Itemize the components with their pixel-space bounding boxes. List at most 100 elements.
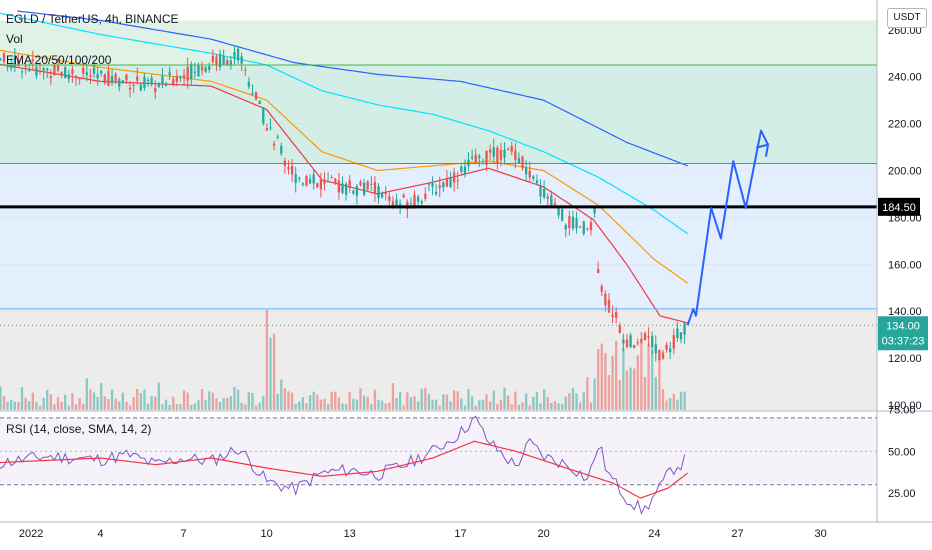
volume-bar [463,405,467,410]
volume-bar [2,396,6,410]
candle-body [208,66,211,70]
symbol-title[interactable]: EGLD / TetherUS, 4h, BINANCE [6,12,179,26]
volume-bar [290,392,294,410]
volume-bar [568,393,571,410]
volume-bar [330,391,333,410]
time-tick-label: 24 [648,528,660,540]
volume-bar [92,392,96,410]
candle-body [186,66,189,81]
candle-body [571,216,575,229]
volume-bar [586,377,589,410]
candle-body [341,183,344,193]
volume-bar [654,376,657,410]
volume-bar [42,397,45,410]
currency-badge[interactable]: USDT [887,8,927,28]
ema-legend[interactable]: EMA 20/50/100/200 [6,53,112,67]
volume-bar [503,387,506,410]
volume-bar [535,392,539,410]
time-tick-label: 2022 [19,528,43,540]
candle-body [391,201,395,208]
volume-bar [521,402,524,410]
price-tick-label: 120.00 [888,353,922,365]
volume-bar [485,394,488,410]
volume-bar [208,391,211,410]
candle-body [600,286,603,292]
volume-bar [20,387,24,410]
candle-body [164,84,168,86]
candle-body [625,339,629,348]
candle-body [254,92,258,100]
candle-body [168,72,171,76]
candle-body [409,203,413,205]
ema-50-line [0,49,688,284]
level-badge-text: 184.50 [882,202,916,214]
volume-bar [528,405,531,410]
candle-body [74,75,78,78]
volume-bar [74,404,78,410]
candle-body [589,222,593,231]
candle-body [200,66,204,71]
volume-bar [676,399,679,410]
volume-bar [301,397,305,410]
ema-lines [0,10,688,324]
volume-bar [539,403,542,410]
rsi-line [0,415,686,515]
candle-body [49,76,52,79]
volume-bar [575,393,578,410]
candle-body [553,203,557,206]
volume-bar [334,391,337,410]
horizontal-levels[interactable] [0,64,877,326]
candle-body [222,56,225,65]
volume-bar [550,402,553,410]
candle-body [226,60,229,66]
candle-body [384,193,387,195]
grid [0,29,877,406]
price-badges: 184.50 134.00 03:37:23 [878,197,928,351]
projection-path[interactable] [686,129,769,326]
volume-legend[interactable]: Vol [6,32,23,46]
volume-bar [150,395,153,410]
candle-body [398,203,402,206]
candle-body [550,195,553,207]
volume-bar [665,400,668,410]
candle-body [35,66,38,76]
candle-body [654,344,657,354]
volume-bar [276,393,279,410]
candle-body [676,328,679,339]
volume-bar [226,397,229,410]
candle-body [679,332,683,340]
candle-body [488,149,492,153]
projection-drawing[interactable] [686,129,770,326]
candle-body [244,69,247,71]
price-tick-label: 220.00 [888,119,922,131]
volume-bar [121,392,124,410]
time-tick-label: 4 [97,528,103,540]
candle-body [377,186,380,199]
volume-bar [280,379,283,410]
candle-body [362,182,366,196]
candle-body [517,157,521,163]
volume-bar [478,400,481,410]
candle-body [319,179,323,190]
volume-bar [651,350,654,410]
candle-body [287,166,290,170]
volume-bar [89,389,92,410]
candle-body [611,314,614,317]
volume-bar [658,358,661,410]
volume-bar [452,390,456,410]
candle-body [28,70,31,72]
volume-bar [510,404,513,410]
volume-bar [139,392,142,410]
candle-body [661,352,665,359]
candle-body [413,194,416,207]
candle-body [499,149,503,160]
candle-body [424,193,427,199]
candle-body [557,206,560,216]
rsi-legend[interactable]: RSI (14, close, SMA, 14, 2) [6,422,152,436]
volume-bar [679,391,683,410]
volume-bar [190,404,193,410]
candle-body [449,177,452,187]
volume-bar [622,347,625,410]
candle-body [211,55,215,62]
